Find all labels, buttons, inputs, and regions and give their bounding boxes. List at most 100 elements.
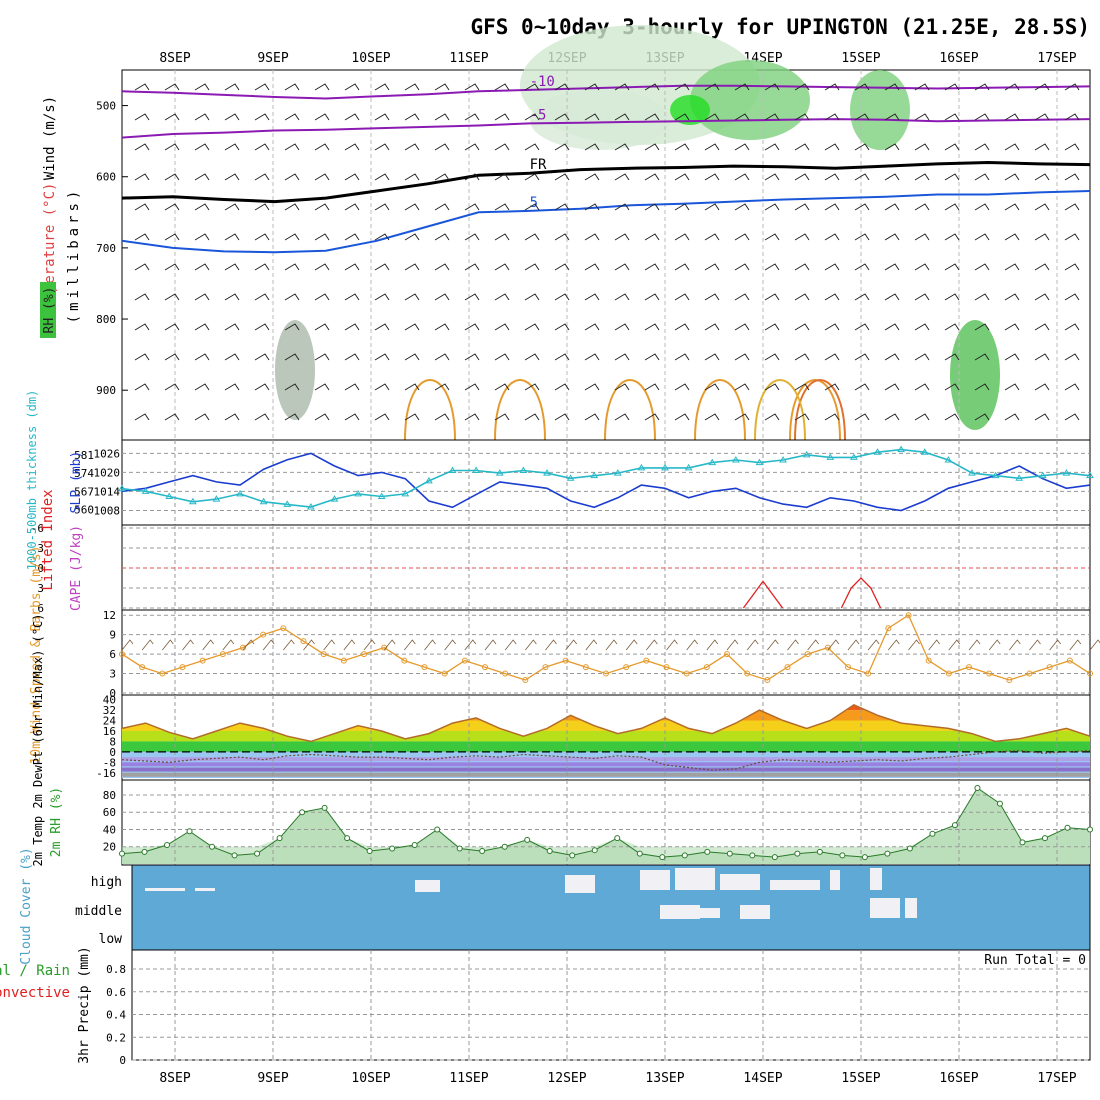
wind-barb xyxy=(734,83,750,91)
rh-axis-label: RH (%) xyxy=(42,287,57,334)
wind-barb xyxy=(284,323,300,331)
thickness-marker xyxy=(1086,471,1094,479)
rh2m-marker xyxy=(321,804,328,811)
thickness-marker xyxy=(472,466,481,473)
wind-barb xyxy=(734,263,750,271)
rh2m-marker xyxy=(479,848,486,855)
wind-barb xyxy=(134,383,150,391)
wind-barb xyxy=(614,173,630,181)
wind-barb xyxy=(854,413,870,421)
wind10m-barb xyxy=(242,639,255,651)
wind-barb xyxy=(194,233,210,241)
wind10m-marker xyxy=(441,670,448,677)
wind-barb xyxy=(764,263,780,271)
thickness-marker xyxy=(330,495,339,502)
wind-barb xyxy=(1034,413,1050,421)
wind-barb xyxy=(374,233,390,241)
cloud-block xyxy=(700,908,720,918)
thickness-marker xyxy=(543,469,551,476)
wind10m-panel: 0 3 6 9 12 10m Wind Speed & Barbs (m/s) xyxy=(29,545,1100,765)
thickness-marker xyxy=(377,492,386,500)
precip-frame xyxy=(131,949,1091,1061)
y-tick-label: 500 xyxy=(96,100,116,113)
wind-barb xyxy=(1064,263,1080,271)
warm-contour xyxy=(694,379,746,441)
wind10m-barb xyxy=(867,639,880,651)
y-tick-label: 80 xyxy=(103,789,116,802)
wind-barb xyxy=(524,173,540,181)
temp2m-line xyxy=(121,703,1091,743)
wind10m-barb xyxy=(303,639,315,651)
wind-barb xyxy=(884,143,900,151)
rh2m-marker xyxy=(209,843,216,850)
wind-barb xyxy=(164,323,180,331)
rh2m-marker xyxy=(884,850,891,857)
wind-barb xyxy=(554,413,570,421)
y-tick-label: -8 xyxy=(103,756,116,769)
wind-barb xyxy=(914,383,930,391)
wind-barb xyxy=(494,233,510,241)
wind-barb xyxy=(644,413,660,421)
cloud-row-low: low xyxy=(99,932,123,947)
wind-barb xyxy=(134,323,150,331)
wind10m-barb xyxy=(1009,639,1021,651)
bottom-date-label: 10SEP xyxy=(351,1071,390,1086)
wind-barb xyxy=(674,413,690,421)
upper-air-grid xyxy=(122,70,1058,440)
wind-barb xyxy=(284,353,300,361)
wind-barb xyxy=(914,263,930,271)
wind-barb xyxy=(374,173,390,181)
wind10m-barb xyxy=(827,639,840,651)
wind-barb xyxy=(614,143,630,151)
wind-barb xyxy=(224,293,240,301)
rh2m-marker xyxy=(681,852,688,859)
wind-barb xyxy=(194,413,210,421)
rh2m-marker xyxy=(344,835,351,842)
wind-barb xyxy=(1004,113,1020,121)
rh2m-marker xyxy=(231,852,238,859)
li-cape-grid xyxy=(122,525,1090,610)
wind10m-marker xyxy=(582,664,589,671)
cloud-block xyxy=(770,880,820,890)
y-tick-label: 0.6 xyxy=(106,986,126,999)
isotherm-label: 5 xyxy=(530,195,538,211)
temp2m-line xyxy=(121,749,1091,771)
wind-barb xyxy=(134,83,150,91)
wind-barb xyxy=(824,323,840,331)
rh-blob xyxy=(275,320,315,420)
warm-contour xyxy=(404,379,456,441)
wind-barb xyxy=(1004,323,1020,331)
wind-barb xyxy=(494,173,510,181)
rh2m-marker xyxy=(771,854,778,861)
wind-barb xyxy=(1064,413,1080,421)
wind-barb xyxy=(944,113,960,121)
rh-area-inner xyxy=(122,788,1090,864)
wind-barb xyxy=(734,323,750,331)
wind-barb xyxy=(794,263,810,271)
wind-barb xyxy=(674,263,690,271)
wind10m-marker xyxy=(824,644,831,651)
wind-barb xyxy=(704,413,720,421)
wind-barb xyxy=(764,383,780,391)
wind-barb xyxy=(194,83,210,91)
rh2m-marker xyxy=(974,785,981,792)
rh2m-marker xyxy=(366,848,373,855)
y-tick-label: 3 xyxy=(37,582,44,595)
wind-barb xyxy=(794,113,810,121)
wind-barb xyxy=(704,383,720,391)
wind-barb xyxy=(524,263,540,271)
wind-barb xyxy=(194,353,210,361)
wind10m-marker xyxy=(461,657,468,664)
thickness-marker xyxy=(165,492,174,500)
wind-barb xyxy=(344,263,360,271)
bottom-date-label: 8SEP xyxy=(159,1071,190,1086)
precip-convective-label: Convective xyxy=(0,985,70,1001)
wind10m-marker xyxy=(159,670,166,677)
wind-barb xyxy=(974,353,990,361)
wind10m-barb xyxy=(646,639,658,651)
cape-axis-label: CAPE (J/kg) xyxy=(69,525,84,611)
wind-barb xyxy=(884,233,900,241)
wind-barb xyxy=(884,383,900,391)
wind-barb xyxy=(794,143,810,151)
wind-barb xyxy=(824,173,840,181)
